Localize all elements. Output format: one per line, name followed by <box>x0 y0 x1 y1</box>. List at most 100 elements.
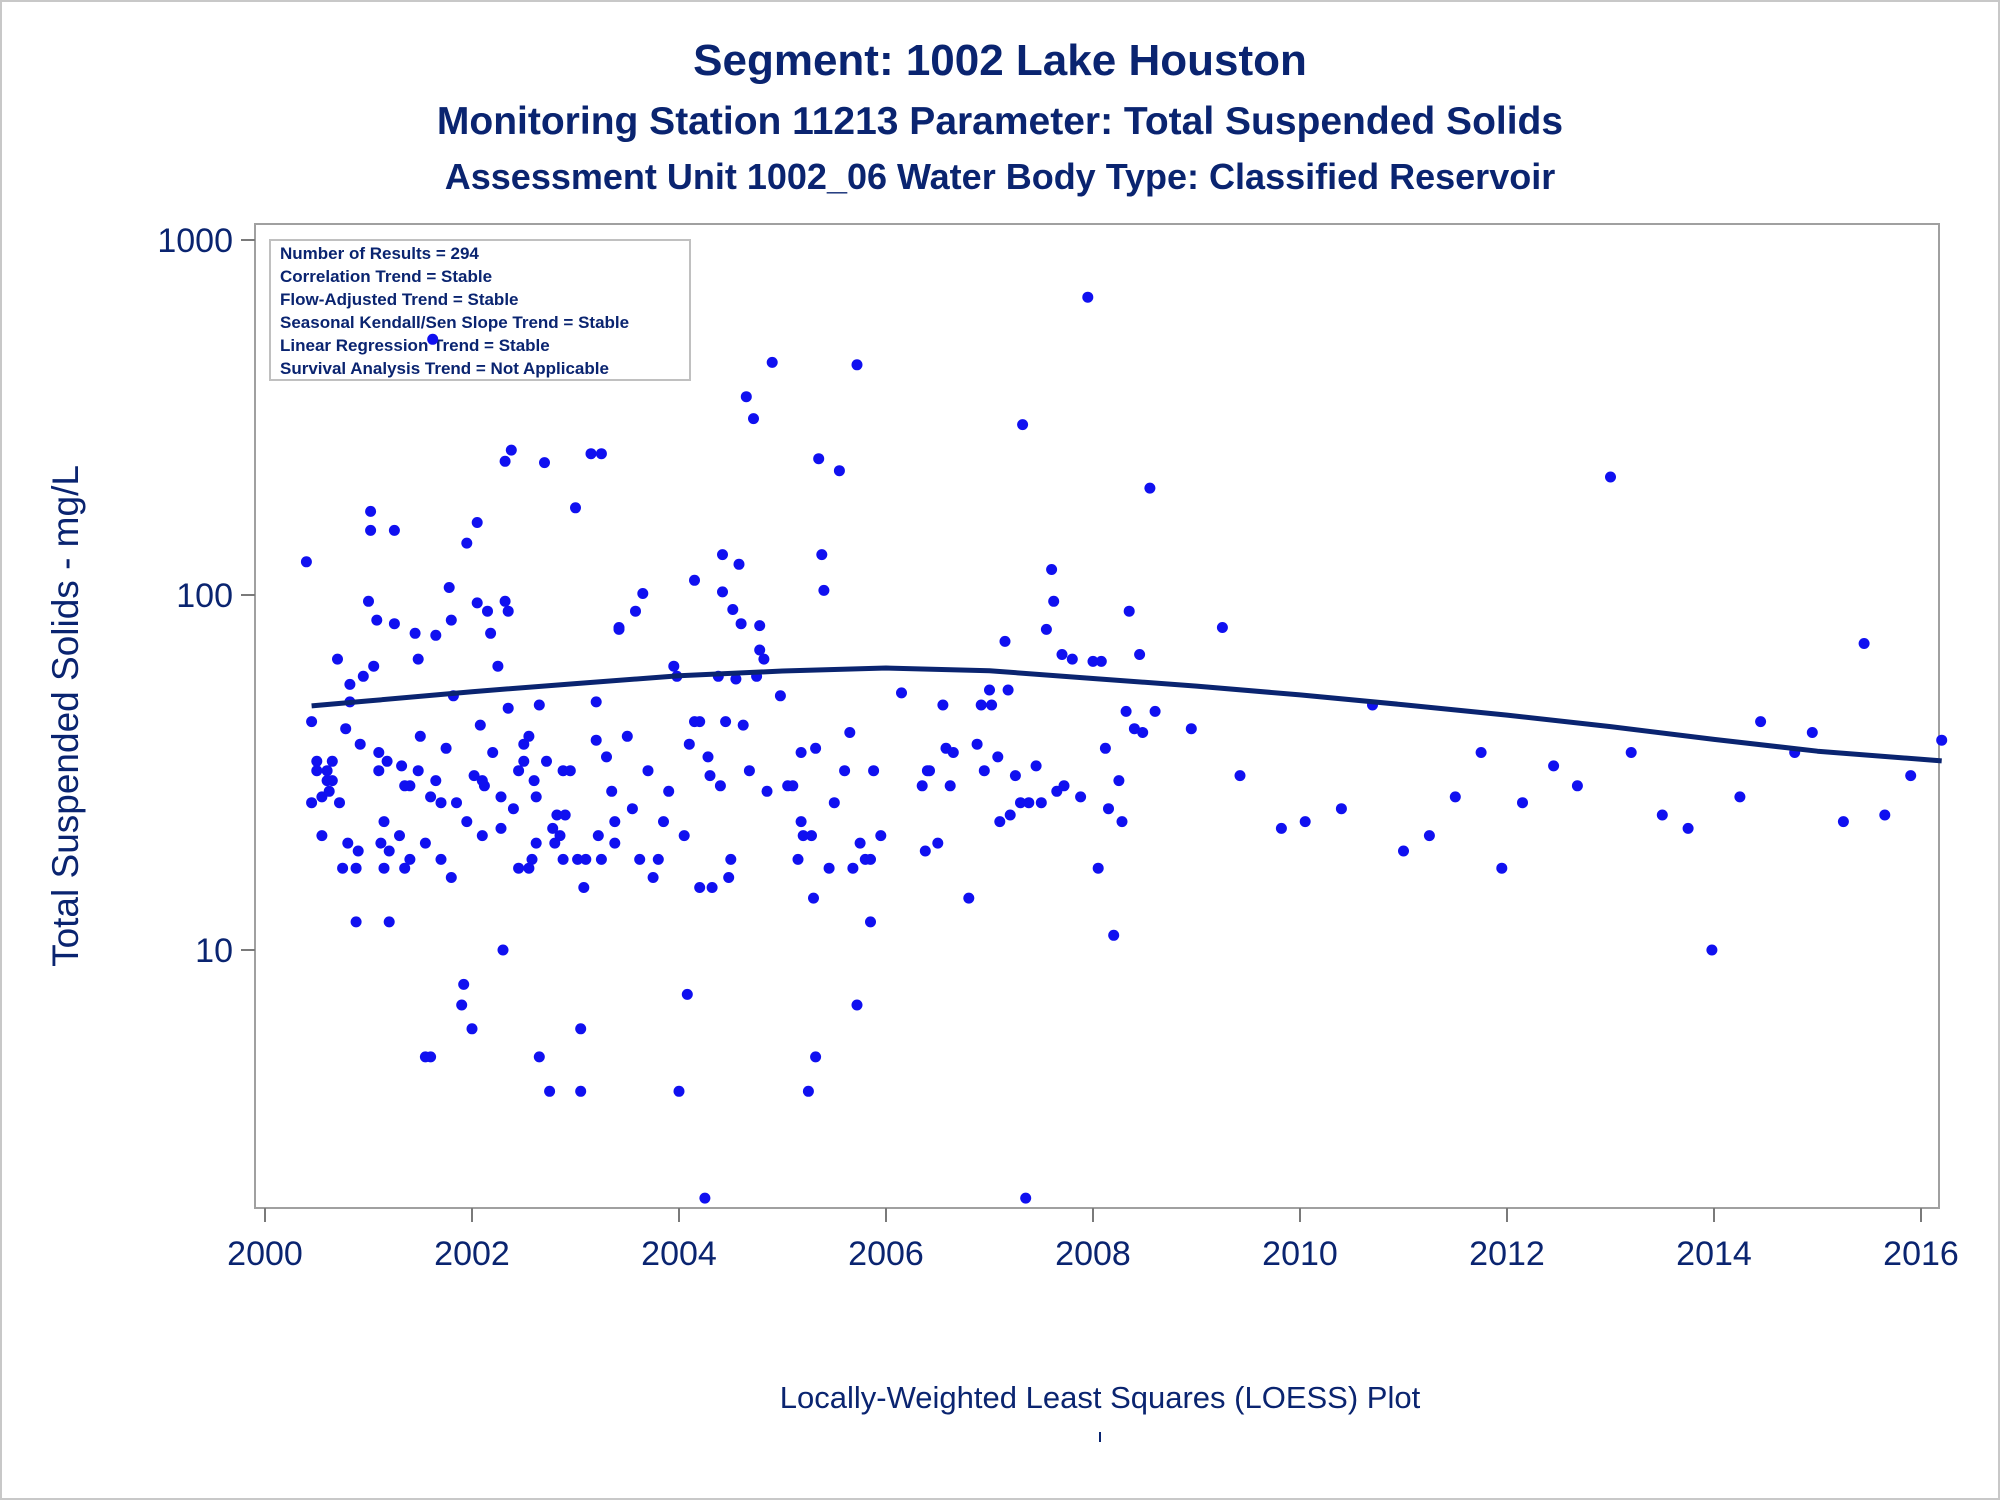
data-point <box>590 734 602 746</box>
data-point <box>388 618 400 630</box>
data-point <box>435 853 447 865</box>
data-point <box>1144 482 1156 494</box>
data-point <box>373 765 385 777</box>
trend-summary-line: Correlation Trend = Stable <box>280 267 492 286</box>
data-point <box>564 765 576 777</box>
data-point <box>994 816 1006 828</box>
data-point <box>590 696 602 708</box>
y-tick-label: 100 <box>176 577 233 615</box>
data-point <box>337 862 349 874</box>
data-point <box>663 785 675 797</box>
data-point <box>802 1085 814 1097</box>
data-point <box>1017 419 1029 431</box>
data-point <box>451 797 462 809</box>
data-point <box>609 816 621 828</box>
data-point <box>388 524 400 536</box>
data-point <box>495 791 507 803</box>
data-point <box>396 760 408 772</box>
data-point <box>430 629 442 641</box>
data-point <box>1496 862 1508 874</box>
data-point <box>1015 797 1026 809</box>
data-point <box>350 862 362 874</box>
data-point <box>381 755 393 767</box>
data-point <box>678 830 690 842</box>
trend-summary-line: Linear Regression Trend = Stable <box>280 336 550 355</box>
data-point <box>818 584 830 596</box>
data-point <box>971 738 983 750</box>
data-point <box>425 791 437 803</box>
data-point <box>919 845 931 857</box>
data-point <box>378 862 390 874</box>
data-point <box>499 595 511 607</box>
data-point <box>816 549 828 561</box>
data-point <box>702 751 714 763</box>
data-point <box>340 723 352 735</box>
data-point <box>1682 822 1694 834</box>
data-point <box>725 853 737 865</box>
data-point <box>795 747 807 758</box>
data-point <box>526 853 538 865</box>
data-point <box>332 653 343 665</box>
data-point <box>487 747 499 758</box>
data-point <box>637 588 649 599</box>
chart-subtitle-station: Monitoring Station 11213 Parameter: Tota… <box>436 100 1564 143</box>
data-point <box>1075 791 1087 803</box>
data-point <box>458 978 470 990</box>
data-point <box>499 455 511 467</box>
trend-summary-line: Number of Results = 294 <box>280 244 479 263</box>
data-point <box>461 816 473 828</box>
data-point <box>344 678 356 690</box>
data-point <box>445 872 457 883</box>
data-point <box>706 882 718 893</box>
data-point <box>727 604 739 615</box>
data-point <box>1004 809 1016 821</box>
data-point <box>795 816 807 828</box>
data-point <box>443 582 455 593</box>
data-point <box>1398 845 1409 857</box>
data-point <box>844 727 856 738</box>
data-point <box>740 391 752 403</box>
data-point <box>787 780 799 792</box>
data-point <box>502 605 514 617</box>
data-point <box>601 751 612 763</box>
data-point <box>578 882 590 893</box>
data-point <box>652 853 664 865</box>
data-point <box>466 1023 478 1035</box>
data-point <box>1149 705 1161 717</box>
data-point <box>505 444 517 456</box>
data-point <box>1605 471 1616 483</box>
data-point <box>456 999 468 1011</box>
data-point <box>1879 809 1891 821</box>
data-point <box>748 413 759 425</box>
data-point <box>1103 803 1114 815</box>
data-point <box>1113 775 1125 787</box>
data-point <box>1095 655 1107 667</box>
data-point <box>810 742 822 754</box>
data-point <box>1806 727 1818 738</box>
data-point <box>1023 797 1035 809</box>
data-point <box>1137 727 1149 738</box>
data-point <box>1092 862 1104 874</box>
data-point <box>723 872 735 883</box>
data-point <box>1035 797 1047 809</box>
data-point <box>474 719 486 731</box>
y-tick-label: 1000 <box>157 222 233 260</box>
data-point <box>924 765 935 777</box>
chart-subtitle-assessment: Assessment Unit 1002_06 Water Body Type:… <box>444 156 1556 197</box>
data-point <box>547 822 559 834</box>
data-point <box>720 716 732 728</box>
data-point <box>828 797 840 809</box>
data-point <box>342 837 354 849</box>
data-point <box>673 1085 685 1097</box>
data-point <box>1706 944 1718 956</box>
data-point <box>730 673 742 685</box>
data-point <box>592 830 604 842</box>
data-point <box>557 853 569 865</box>
data-point <box>371 614 383 626</box>
data-point <box>435 797 447 809</box>
data-point <box>575 1023 587 1035</box>
data-point <box>694 882 706 893</box>
data-point <box>412 653 424 665</box>
data-point <box>717 549 728 561</box>
